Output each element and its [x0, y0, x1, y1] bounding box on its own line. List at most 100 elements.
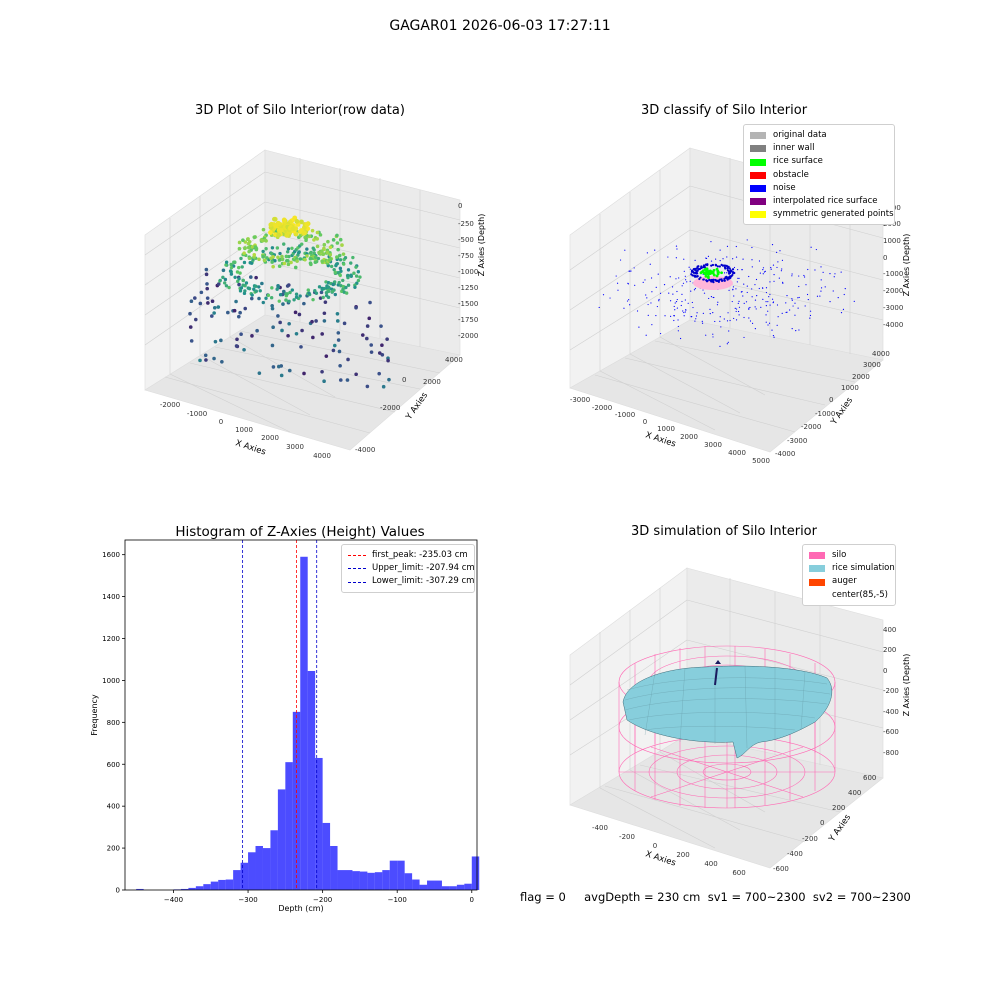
legend-line-swatch — [348, 568, 366, 570]
classify-noise-point — [769, 281, 771, 283]
classify-noise-point — [816, 295, 819, 297]
raw-point — [228, 269, 233, 273]
classify-noise-point — [822, 271, 824, 274]
classify-ring-point — [702, 278, 705, 281]
hist-x-label: Depth (cm) — [278, 904, 323, 913]
classify-noise-point — [760, 306, 762, 308]
hist-bar — [315, 757, 323, 890]
classify-noise-point — [769, 293, 771, 296]
raw-point — [344, 291, 349, 295]
classify-noise-point — [650, 277, 653, 279]
raw-3d-plot[interactable]: -2000 -1000 0 1000 2000 3000 4000 X Axie… — [140, 130, 490, 460]
classify-noise-point — [650, 302, 652, 304]
raw-point — [188, 311, 192, 316]
figure-title: GAGAR01 2026-06-03 17:27:11 — [389, 18, 611, 34]
classify-noise-point — [785, 311, 787, 314]
classify-noise-point — [656, 305, 658, 308]
raw-point — [266, 293, 271, 298]
raw-point — [205, 286, 210, 291]
classify-3d-plot[interactable]: -3000 -2000 -1000 0 1000 2000 3000 4000 … — [565, 130, 915, 465]
raw-point — [317, 250, 321, 255]
raw-point — [299, 219, 304, 225]
classify-ring-point — [696, 269, 699, 272]
classify-noise-point — [638, 326, 640, 328]
legend-label: obstacle — [773, 169, 809, 180]
hist-bar — [345, 870, 353, 890]
classify-ring-point — [718, 265, 721, 268]
raw-point — [335, 311, 340, 316]
raw-ztick: -1000 — [458, 268, 478, 276]
classify-noise-point — [735, 256, 738, 258]
classify-noise-point — [651, 291, 653, 293]
classify-noise-point — [741, 269, 743, 271]
legend-line-swatch — [348, 555, 366, 557]
classify-xtick: 1000 — [657, 425, 675, 433]
raw-point — [224, 260, 229, 264]
classify-noise-point — [629, 304, 631, 306]
classify-noise-point — [684, 275, 686, 277]
classify-noise-point — [737, 302, 739, 304]
raw-point — [252, 253, 257, 257]
raw-point — [205, 296, 210, 300]
raw-point — [242, 260, 247, 265]
hist-title: Histogram of Z-Axies (Height) Values — [175, 524, 425, 540]
legend-swatch — [809, 565, 825, 573]
classify-noise-point — [659, 292, 662, 294]
classify-noise-point — [630, 270, 632, 272]
raw-point — [346, 357, 350, 362]
classify-ring-point — [706, 263, 709, 266]
legend-item-interpolated: interpolated rice surface — [750, 195, 888, 208]
raw-point — [333, 270, 338, 275]
raw-point — [308, 251, 313, 255]
classify-noise-point — [792, 305, 794, 307]
classify-noise-point — [782, 281, 784, 283]
raw-ztick: 0 — [458, 202, 462, 210]
classify-noise-point — [759, 272, 761, 274]
raw-point — [270, 260, 274, 264]
hist-ytick-label: 400 — [107, 803, 120, 811]
classify-noise-point — [743, 336, 745, 339]
raw-point — [275, 246, 280, 250]
legend-swatch — [750, 211, 766, 219]
raw-point — [261, 227, 266, 232]
classify-noise-point — [751, 322, 754, 324]
classify-noise-point — [748, 307, 750, 309]
raw-point — [331, 282, 335, 287]
classify-rice-point — [716, 269, 720, 273]
legend-swatch — [750, 198, 766, 206]
classify-noise-point — [673, 319, 675, 322]
raw-point — [189, 339, 194, 343]
classify-noise-point — [655, 314, 657, 317]
raw-point — [255, 328, 259, 333]
classify-noise-point — [733, 317, 735, 320]
hist-bar — [389, 860, 398, 890]
classify-noise-point — [751, 259, 753, 261]
raw-point — [282, 289, 286, 294]
classify-noise-point — [735, 288, 737, 290]
raw-xtick: 2000 — [261, 434, 279, 442]
sim-3d-plot[interactable]: -400 -200 0 200 400 600 X Axies -600 -40… — [565, 550, 915, 880]
histogram-chart[interactable]: −400 −300 −200 −100 0 0 200 400 600 800 1000 1200 1… — [80, 535, 490, 920]
classify-noise-point — [733, 295, 735, 297]
classify-noise-point — [780, 270, 782, 272]
legend-item-obstacle: obstacle — [750, 169, 888, 182]
classify-ztick: 0 — [883, 254, 887, 262]
raw-point — [229, 262, 233, 267]
raw-point — [360, 333, 365, 337]
raw-point — [310, 228, 315, 233]
classify-noise-point — [751, 266, 753, 268]
classify-noise-point — [714, 320, 716, 323]
classify-noise-point — [758, 260, 761, 262]
legend-item-symmetric: symmetric generated points — [750, 208, 894, 221]
raw-point — [345, 378, 350, 382]
raw-point — [337, 280, 341, 285]
raw-point — [232, 260, 236, 264]
raw-point — [295, 259, 299, 263]
raw-point — [269, 256, 273, 261]
raw-point — [311, 335, 315, 340]
raw-point — [332, 267, 336, 272]
raw-point — [303, 235, 307, 240]
raw-point — [285, 258, 289, 263]
raw-point — [326, 295, 331, 300]
classify-noise-point — [686, 281, 688, 283]
